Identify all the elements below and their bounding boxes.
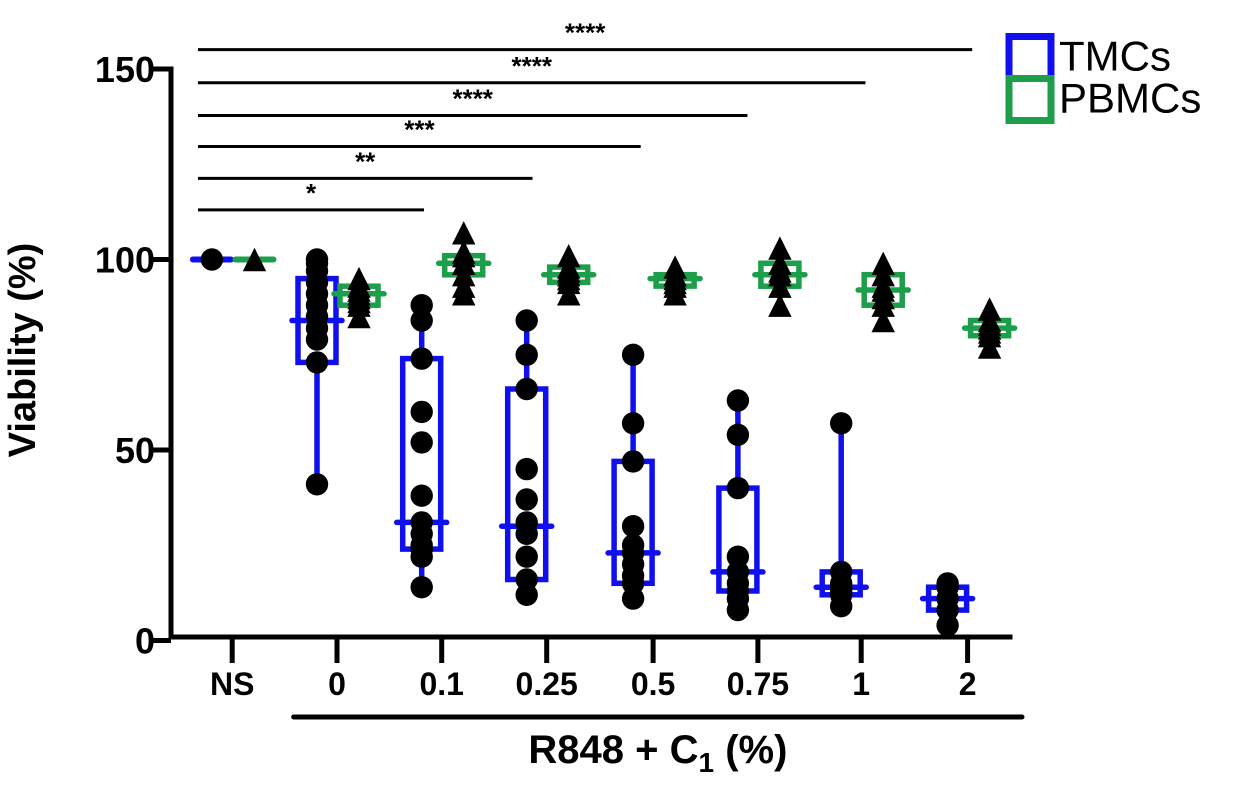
svg-text:100: 100 [95,240,155,281]
svg-text:50: 50 [115,430,155,471]
svg-text:PBMCs: PBMCs [1059,75,1201,122]
svg-text:R848 + C1 (%): R848 + C1 (%) [528,728,787,778]
svg-text:TMCs: TMCs [1059,33,1171,80]
svg-text:0: 0 [135,621,155,662]
svg-text:0.5: 0.5 [631,666,675,702]
svg-text:0.75: 0.75 [727,666,789,702]
svg-text:0: 0 [328,666,346,702]
svg-text:1: 1 [852,666,870,702]
svg-text:0.1: 0.1 [419,666,463,702]
svg-text:Viability (%): Viability (%) [2,243,44,458]
svg-text:****: **** [512,51,553,81]
svg-text:150: 150 [95,49,155,90]
svg-text:****: **** [452,84,493,114]
svg-text:2: 2 [959,666,977,702]
svg-text:****: **** [565,18,606,48]
svg-text:0.25: 0.25 [516,666,578,702]
svg-text:NS: NS [210,666,254,702]
svg-text:***: *** [404,115,435,145]
svg-text:*: * [306,178,317,208]
svg-text:**: ** [355,146,376,176]
